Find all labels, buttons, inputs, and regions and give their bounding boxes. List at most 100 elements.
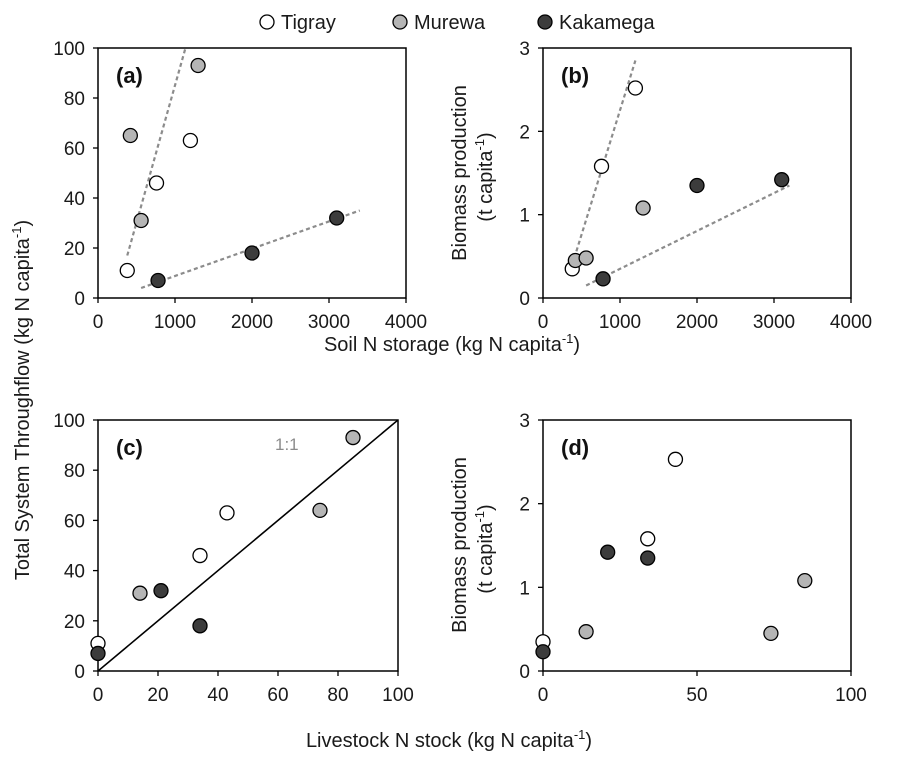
x-tick-label: 4000: [830, 312, 872, 333]
x-tick-label: 3000: [308, 312, 350, 333]
x-tick-label: 2000: [231, 312, 273, 333]
point-murewa: [763, 625, 779, 641]
x-tick-label: 1000: [599, 312, 641, 333]
bottom-x-axis-title: Livestock N stock (kg N capita-1): [306, 727, 592, 752]
panel-label: (b): [561, 63, 589, 88]
point-murewa: [133, 212, 149, 229]
y-tick-label: 0: [74, 662, 85, 683]
point-kakamega: [153, 583, 169, 599]
panel-b: 0 1000 2000 3000 4000 0 1 2 3 Biomass production(…: [449, 39, 872, 333]
legend-marker-tigray: [259, 14, 275, 30]
legend-entry-tigray: Tigray: [259, 12, 336, 34]
legend-label-tigray: Tigray: [281, 12, 336, 34]
biomass-y-axis-title: Biomass production (t capita-1): [449, 85, 497, 261]
x-tick-label: 100: [382, 685, 414, 706]
y-tick-label: 1: [519, 206, 530, 227]
point-murewa: [122, 127, 138, 144]
panel-c: 0 20 40 60 80 100 0 20 40 60 80 100 1:1 (c): [53, 411, 414, 706]
top-x-axis-title: Soil N storage (kg N capita-1): [324, 331, 580, 356]
point-murewa: [312, 502, 328, 519]
x-tick-label: 0: [538, 685, 549, 706]
trend-line: [585, 184, 790, 287]
one-to-one-label: 1:1: [275, 435, 299, 454]
panel-a: 0 1000 2000 3000 4000 0 20 40 60 80 100 (a): [53, 39, 427, 333]
x-tick-label: 1000: [154, 312, 196, 333]
point-tigray: [627, 80, 644, 96]
y-tick-label: 40: [64, 189, 85, 210]
x-tick-label: 60: [267, 685, 288, 706]
legend-entry-kakamega: Kakamega: [537, 12, 655, 34]
point-murewa: [797, 572, 813, 589]
legend-entry-murewa: Murewa: [392, 12, 486, 34]
point-tigray: [182, 132, 199, 149]
point-kakamega: [535, 644, 551, 660]
y-tick-label: 60: [64, 139, 85, 160]
legend-marker-murewa: [392, 14, 408, 30]
y-tick-label: 80: [64, 89, 85, 110]
x-tick-label: 4000: [385, 312, 427, 333]
x-tick-label: 0: [538, 312, 549, 333]
point-tigray: [192, 547, 208, 564]
point-tigray: [640, 531, 656, 547]
point-tigray: [119, 262, 135, 279]
y-tick-label: 40: [64, 562, 85, 583]
legend: Tigray Murewa Kakamega: [259, 12, 655, 34]
panel-label: (d): [561, 435, 589, 460]
x-tick-label: 100: [835, 685, 867, 706]
point-murewa: [345, 429, 361, 446]
y-tick-label: 0: [519, 662, 530, 683]
y-tick-label: 2: [519, 495, 530, 516]
y-tick-label: 0: [74, 289, 85, 310]
biomass-y-axis-title: Biomass production (t capita-1): [449, 457, 497, 633]
left-y-axis-title: Total System Throughflow (kg N capita-1): [9, 220, 34, 580]
x-tick-label: 0: [93, 312, 104, 333]
panel-label: (c): [116, 435, 143, 460]
point-tigray: [593, 158, 610, 174]
x-tick-label: 3000: [753, 312, 795, 333]
y-tick-label: 100: [53, 39, 85, 60]
x-tick-label: 0: [93, 685, 104, 706]
point-tigray: [667, 451, 684, 467]
point-kakamega: [774, 172, 790, 188]
panel-label: (a): [116, 63, 143, 88]
point-kakamega: [689, 177, 705, 194]
point-kakamega: [90, 645, 106, 662]
point-murewa: [635, 200, 651, 216]
point-kakamega: [150, 272, 166, 289]
point-kakamega: [244, 245, 260, 261]
x-tick-label: 80: [327, 685, 348, 706]
x-tick-label: 2000: [676, 312, 718, 333]
y-tick-label: 3: [519, 411, 530, 432]
point-tigray: [148, 175, 165, 191]
x-tick-label: 40: [207, 685, 228, 706]
point-murewa: [578, 250, 594, 266]
x-tick-label: 50: [686, 685, 707, 706]
panel-d: 0 50 100 0 1 2 3 Biomass production (t capita-1)…: [449, 411, 867, 706]
y-tick-label: 0: [519, 289, 530, 310]
y-tick-label: 2: [519, 122, 530, 143]
point-tigray: [219, 505, 235, 521]
y-tick-label: 60: [64, 511, 85, 532]
x-tick-label: 20: [147, 685, 168, 706]
point-murewa: [190, 57, 206, 74]
y-tick-label: 100: [53, 411, 85, 432]
point-kakamega: [600, 544, 616, 560]
legend-label-murewa: Murewa: [414, 12, 486, 34]
y-tick-label: 20: [64, 612, 85, 633]
plot-frame: [97, 419, 399, 672]
y-tick-label: 20: [64, 239, 85, 260]
point-murewa: [578, 624, 594, 640]
point-kakamega: [640, 550, 656, 566]
point-kakamega: [192, 618, 208, 634]
one-to-one-line: [98, 420, 398, 671]
y-tick-label: 1: [519, 578, 530, 599]
legend-marker-kakamega: [537, 14, 553, 30]
y-tick-label: 3: [519, 39, 530, 60]
point-kakamega: [329, 210, 345, 226]
legend-label-kakamega: Kakamega: [559, 12, 655, 34]
trend-line: [140, 209, 361, 290]
point-murewa: [132, 585, 148, 601]
y-tick-label: 80: [64, 461, 85, 482]
point-kakamega: [595, 271, 611, 287]
